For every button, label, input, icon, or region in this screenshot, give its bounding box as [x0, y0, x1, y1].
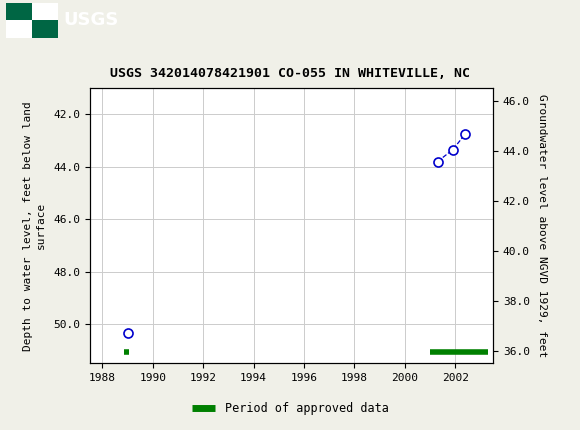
Text: USGS 342014078421901 CO-055 IN WHITEVILLE, NC: USGS 342014078421901 CO-055 IN WHITEVILL…	[110, 67, 470, 80]
Legend: Period of approved data: Period of approved data	[187, 397, 393, 420]
Y-axis label: Groundwater level above NGVD 1929, feet: Groundwater level above NGVD 1929, feet	[536, 94, 547, 357]
Bar	[32, 3, 58, 20]
Bar	[32, 20, 58, 37]
Text: USGS: USGS	[64, 12, 119, 29]
Bar	[6, 20, 32, 37]
Bar	[6, 3, 32, 20]
Bar	[6, 3, 58, 37]
Y-axis label: Depth to water level, feet below land
surface: Depth to water level, feet below land su…	[23, 101, 46, 350]
